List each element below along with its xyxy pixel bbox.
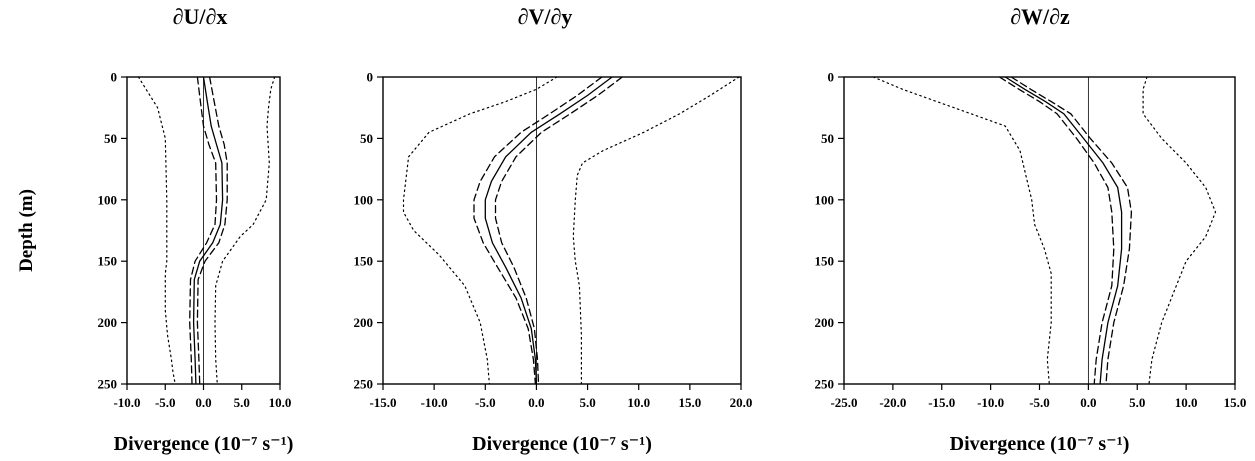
x-tick-label: 0.0 <box>1080 395 1096 410</box>
x-tick-label: 5.0 <box>234 395 250 410</box>
y-tick-label: 100 <box>815 192 835 207</box>
x-tick-label: 10.0 <box>269 395 292 410</box>
x-tick-label: -10.0 <box>421 395 448 410</box>
y-tick-label: 150 <box>98 254 118 269</box>
x-axis-label: Divergence (10⁻⁷ s⁻¹) <box>114 433 294 455</box>
y-tick-label: 200 <box>815 315 835 330</box>
x-tick-label: 0.0 <box>195 395 211 410</box>
y-tick-label: 200 <box>98 315 118 330</box>
series-solid-line <box>192 76 224 385</box>
series-dashed-line <box>189 76 218 385</box>
x-tick-label: -5.0 <box>475 395 496 410</box>
x-axis-label: Divergence (10⁻⁷ s⁻¹) <box>472 433 652 455</box>
x-tick-label: 0.0 <box>528 395 544 410</box>
y-tick-label: 100 <box>98 192 118 207</box>
y-tick-label: 250 <box>98 377 118 392</box>
y-tick-label: 50 <box>104 131 117 146</box>
panel-2: ∂V/∂y 0 50 100 150 200 250 -15.0 -10.0 -5.0 0.0 5.0… <box>354 4 753 455</box>
series-dashed-line <box>196 76 228 385</box>
y-tick-label: 250 <box>815 377 835 392</box>
panel-3: ∂W/∂z 0 50 100 150 200 250 -25.0 -20.0 -15.0 -10.0… <box>815 4 1247 455</box>
x-tick-label: -15.0 <box>928 395 955 410</box>
series-dotted-line <box>872 76 1052 385</box>
y-tick-label: 0 <box>367 70 374 85</box>
panel-title: ∂U/∂x <box>173 4 228 29</box>
series-dashed-line <box>998 76 1115 385</box>
y-tick-label: 250 <box>354 377 374 392</box>
series-dashed-line <box>494 76 623 385</box>
x-tick-label: 5.0 <box>1129 395 1145 410</box>
y-axis-label: Depth (m) <box>16 189 37 272</box>
series-dashed-line <box>1010 76 1133 385</box>
series-dotted-line <box>137 76 176 385</box>
x-tick-label: 20.0 <box>730 395 753 410</box>
x-tick-label: 5.0 <box>579 395 595 410</box>
y-tick-label: 0 <box>111 70 118 85</box>
y-tick-label: 200 <box>354 315 374 330</box>
series-dotted-line <box>402 76 558 385</box>
series-dotted-line <box>572 76 740 385</box>
panel-title: ∂W/∂z <box>1010 4 1070 29</box>
y-tick-label: 50 <box>360 131 373 146</box>
plot-frame <box>843 76 1236 385</box>
x-tick-label: -10.0 <box>113 395 140 410</box>
y-tick-label: 50 <box>821 131 834 146</box>
plot-frame <box>382 76 742 385</box>
series-dotted-line <box>214 76 276 385</box>
y-tick-label: 0 <box>828 70 835 85</box>
x-tick-label: -25.0 <box>830 395 857 410</box>
panel-1: ∂U/∂x 0 50 100 150 200 250 -10.0 -5.0 0.0 5.0 10.0 D… <box>16 4 293 455</box>
series-dotted-line <box>1142 76 1217 385</box>
panel-title: ∂V/∂y <box>518 4 573 29</box>
series-solid-line <box>1004 76 1123 385</box>
series-dashed-line <box>473 76 603 385</box>
x-tick-label: 15.0 <box>678 395 701 410</box>
x-tick-label: -5.0 <box>1029 395 1050 410</box>
x-tick-label: -15.0 <box>369 395 396 410</box>
x-tick-label: -5.0 <box>155 395 176 410</box>
x-tick-label: -20.0 <box>879 395 906 410</box>
series-solid-line <box>484 76 613 385</box>
x-tick-label: 10.0 <box>1175 395 1198 410</box>
y-tick-label: 150 <box>354 254 374 269</box>
x-axis-label: Divergence (10⁻⁷ s⁻¹) <box>950 433 1130 455</box>
x-tick-label: -10.0 <box>977 395 1004 410</box>
y-tick-label: 150 <box>815 254 835 269</box>
x-tick-label: 15.0 <box>1224 395 1247 410</box>
x-tick-label: 10.0 <box>627 395 650 410</box>
y-tick-label: 100 <box>354 192 374 207</box>
